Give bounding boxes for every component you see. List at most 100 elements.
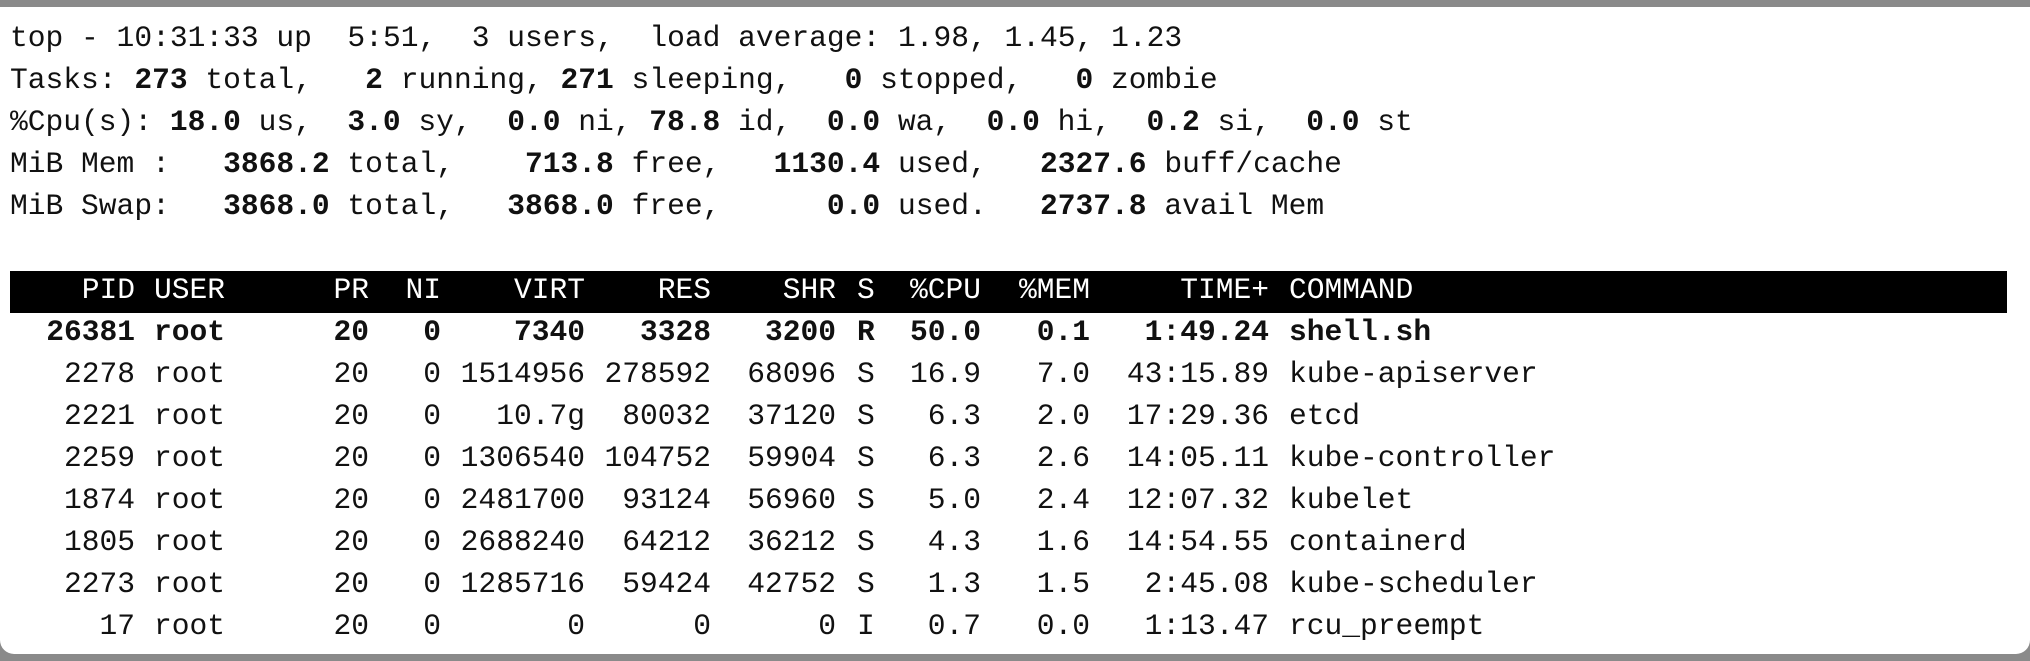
table-cell: 2.6	[1036, 441, 1090, 475]
summary-value: 0.0	[826, 189, 881, 223]
table-cell: I	[857, 609, 875, 643]
column-header: NI	[405, 273, 441, 307]
table-cell: S	[857, 483, 875, 517]
table-cell: 0	[423, 567, 441, 601]
table-cell: 0.0	[1036, 609, 1090, 643]
table-cell: root	[154, 315, 226, 349]
table-cell: 59424	[622, 567, 711, 601]
table-cell: 1.5	[1036, 567, 1090, 601]
table-cell: 36212	[747, 525, 836, 559]
table-cell: shell.sh	[1289, 315, 1432, 349]
table-cell: root	[154, 567, 226, 601]
summary-value: 3868.0	[223, 189, 330, 223]
table-cell: 59904	[747, 441, 836, 475]
table-cell: 1874	[63, 483, 135, 517]
table-cell: 20	[333, 315, 369, 349]
summary-unit: sy,	[418, 105, 472, 139]
table-cell: S	[857, 399, 875, 433]
table-cell: root	[154, 399, 226, 433]
table-cell: 37120	[747, 399, 836, 433]
summary-unit: buff/cache	[1164, 147, 1342, 181]
table-cell: 7.0	[1036, 357, 1090, 391]
table-cell: 0	[423, 315, 441, 349]
summary-unit: wa,	[897, 105, 952, 139]
table-cell: 6.3	[927, 441, 981, 475]
summary-value: 0.0	[507, 105, 561, 139]
summary-unit: id,	[738, 105, 792, 139]
table-cell: 2259	[63, 441, 135, 475]
column-header: COMMAND	[1289, 273, 1414, 307]
uptime-line: top - 10:31:33 up 5:51, 3 users, load av…	[10, 21, 1183, 55]
table-cell: kube-apiserver	[1289, 357, 1538, 391]
summary-value: 0.0	[826, 105, 881, 139]
table-cell: 14:05.11	[1126, 441, 1269, 475]
table-cell: 20	[333, 483, 369, 517]
summary-unit: st	[1377, 105, 1413, 139]
column-header: SHR	[782, 273, 836, 307]
summary-value: 18.0	[169, 105, 241, 139]
summary-value: 0.0	[1306, 105, 1360, 139]
table-cell: 0	[423, 525, 441, 559]
table-cell: 104752	[604, 441, 711, 475]
table-cell: 14:54.55	[1126, 525, 1269, 559]
summary-label: MiB Mem :	[10, 147, 170, 181]
table-cell: 0	[423, 483, 441, 517]
table-cell: 80032	[622, 399, 711, 433]
table-cell: 12:07.32	[1126, 483, 1269, 517]
table-cell: 2278	[63, 357, 135, 391]
summary-unit: running,	[400, 63, 543, 97]
summary-unit: si,	[1217, 105, 1271, 139]
table-cell: 278592	[604, 357, 711, 391]
summary-value: 3868.0	[507, 189, 614, 223]
column-header: USER	[154, 273, 226, 307]
table-cell: S	[857, 441, 875, 475]
table-cell: 56960	[747, 483, 836, 517]
table-cell: 20	[333, 609, 369, 643]
summary-unit: stopped,	[880, 63, 1023, 97]
terminal: top - 10:31:33 up 5:51, 3 users, load av…	[0, 7, 2030, 654]
table-cell: 5.0	[927, 483, 981, 517]
table-cell: S	[857, 357, 875, 391]
table-cell: 2.4	[1036, 483, 1090, 517]
table-cell: 0	[423, 399, 441, 433]
summary-line: Tasks: 273 total, 2 running, 271 sleeping, 0 sto…	[10, 59, 1218, 101]
table-cell: 43:15.89	[1126, 357, 1269, 391]
summary-value: 0	[844, 63, 863, 97]
table-cell: 20	[333, 441, 369, 475]
table-cell: 2688240	[460, 525, 585, 559]
table-cell: 0	[423, 357, 441, 391]
summary-label: MiB Swap:	[10, 189, 170, 223]
table-cell: 3200	[764, 315, 836, 349]
table-cell: 0.1	[1036, 315, 1090, 349]
table-cell: 0.7	[927, 609, 981, 643]
summary-value: 2	[365, 63, 383, 97]
table-cell: 17:29.36	[1126, 399, 1269, 433]
table-cell: 3328	[639, 315, 711, 349]
column-header: %CPU	[909, 273, 981, 307]
summary-value: 2737.8	[1040, 189, 1147, 223]
summary-unit: total,	[347, 189, 454, 223]
table-cell: containerd	[1289, 525, 1467, 559]
summary-value: 713.8	[525, 147, 614, 181]
table-cell: 2221	[63, 399, 135, 433]
summary-unit: used,	[897, 147, 987, 181]
summary-unit: ni,	[578, 105, 632, 139]
table-cell: 7340	[513, 315, 585, 349]
table-cell: 0	[818, 609, 836, 643]
summary-label: %Cpu(s):	[10, 105, 153, 139]
summary-value: 3868.2	[223, 147, 330, 181]
table-cell: 93124	[622, 483, 711, 517]
summary-value: 0.2	[1146, 105, 1200, 139]
summary-line: %Cpu(s): 18.0 us, 3.0 sy, 0.0 ni, 78.8 id, 0.0 wa,…	[10, 101, 1413, 143]
table-cell: 20	[333, 525, 369, 559]
table-cell: 6.3	[927, 399, 981, 433]
summary-line: MiB Mem : 3868.2 total, 713.8 free, 1130.4 use…	[10, 143, 1342, 185]
table-cell: root	[154, 483, 226, 517]
table-cell: 0	[423, 609, 441, 643]
table-cell: root	[154, 609, 226, 643]
table-cell: root	[154, 525, 226, 559]
table-cell: 1285716	[460, 567, 585, 601]
table-cell: S	[857, 525, 875, 559]
column-header: PID	[81, 273, 135, 307]
table-cell: 2481700	[460, 483, 585, 517]
